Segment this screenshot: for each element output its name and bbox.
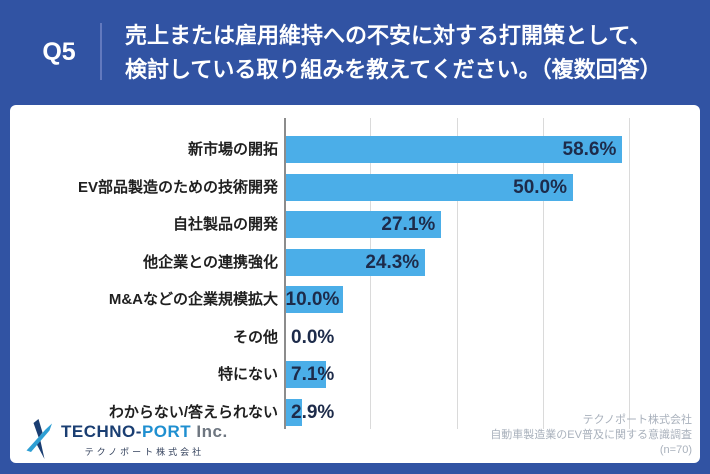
question-title-line2: 検討している取り組みを教えてください。（複数回答） — [125, 56, 662, 82]
category-label: わからない/答えられない — [108, 403, 278, 421]
value-label: 50.0% — [513, 176, 567, 198]
survey-attribution: テクノポート株式会社 自動車製造業のEV普及に関する意識調査 (n=70) — [490, 413, 692, 458]
value-label: 0.0% — [291, 326, 335, 348]
category-label: その他 — [232, 328, 278, 346]
logo-text: TECHNO-PORT Inc. テクノポート株式会社 — [61, 422, 228, 458]
techno-port-logo-icon — [26, 419, 52, 459]
bar — [285, 173, 573, 201]
attribution-sample-size: (n=70) — [659, 444, 692, 456]
bar — [285, 248, 426, 276]
logo-company-name-japanese: テクノポート株式会社 — [84, 446, 205, 457]
category-label: EV部品製造のための技術開発 — [77, 178, 278, 196]
bar — [285, 361, 327, 388]
value-label: 24.3% — [365, 251, 420, 273]
category-label: 特にない — [217, 366, 278, 383]
attribution-company: テクノポート株式会社 — [582, 414, 692, 426]
gridline — [456, 118, 458, 429]
question-title: 売上または雇用維持への不安に対する打開策として、 検討している取り組みを教えてく… — [125, 0, 662, 105]
gridline — [629, 118, 630, 429]
bar — [285, 398, 303, 426]
logo-company-name: TECHNO-PORT Inc. — [61, 422, 228, 442]
horizontal-bar-chart: 新市場の開拓 58.6% EV部品製造のための技術開発 50.0% 自社製品の開発 27.… — [10, 105, 700, 463]
question-number: Q5 — [42, 38, 76, 66]
value-label: 10.0% — [285, 289, 340, 310]
bar — [285, 136, 623, 163]
axis-line — [284, 118, 286, 429]
value-label: 58.6% — [562, 139, 617, 160]
category-label: M&Aなどの企業規模拡大 — [108, 291, 278, 308]
header-divider — [100, 23, 102, 80]
question-header: Q5 売上または雇用維持への不安に対する打開策として、 検討している取り組みを教… — [0, 0, 710, 105]
category-label: 新市場の開拓 — [187, 141, 278, 158]
value-label: 7.1% — [291, 364, 335, 385]
gridline — [542, 118, 544, 429]
category-label: 他企業との連携強化 — [143, 253, 278, 271]
logo-name-part1: TECHNO- — [61, 421, 142, 441]
chart-card: 新市場の開拓 58.6% EV部品製造のための技術開発 50.0% 自社製品の開発 27.… — [10, 105, 700, 463]
attribution-survey-name: 自動車製造業のEV普及に関する意識調査 — [490, 429, 692, 441]
bar — [285, 211, 442, 238]
logo-name-part3: Inc. — [191, 421, 228, 441]
category-label: 自社製品の開発 — [172, 216, 278, 233]
value-label: 27.1% — [381, 214, 436, 235]
logo-name-part2: PORT — [141, 421, 192, 441]
value-label: 2.9% — [291, 401, 335, 423]
bar — [285, 286, 343, 313]
question-title-line1: 売上または雇用維持への不安に対する打開策として、 — [125, 22, 652, 48]
company-logo: TECHNO-PORT Inc. テクノポート株式会社 — [26, 419, 228, 460]
